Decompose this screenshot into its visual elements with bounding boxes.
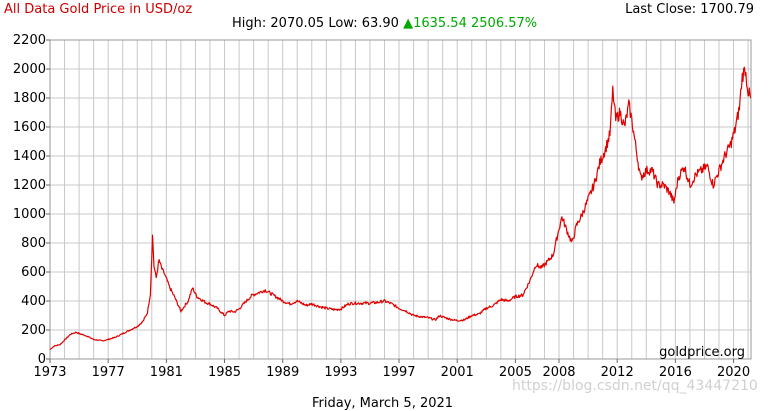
source-label: goldprice.org	[659, 345, 745, 360]
x-tick-label: 1973	[33, 365, 66, 380]
x-tick-label: 1989	[266, 365, 299, 380]
x-tick-label: 2005	[499, 365, 532, 380]
y-tick-label: 400	[21, 294, 46, 309]
last-close: Last Close: 1700.79	[625, 2, 754, 18]
y-axis: 0 200 400 600 800 1000 1200 1400 1600 1800 2000 220…	[13, 33, 50, 367]
y-tick-label: 1600	[13, 120, 46, 135]
x-tick-label: 1993	[324, 365, 357, 380]
x-tick-label: 2001	[441, 365, 474, 380]
y-tick-label: 600	[21, 265, 46, 280]
series	[49, 66, 752, 351]
x-tick-label: 2016	[659, 365, 692, 380]
y-tick-label: 1000	[13, 207, 46, 222]
up-arrow-icon: ▲	[403, 16, 414, 31]
x-tick-label: 2012	[601, 365, 634, 380]
last-close-value: 1700.79	[700, 2, 754, 17]
y-tick-label: 2200	[13, 33, 46, 48]
x-tick-label: 2008	[542, 365, 575, 380]
y-tick-label: 800	[21, 236, 46, 251]
plot-frame	[49, 39, 752, 360]
x-tick-label: 1981	[150, 365, 183, 380]
change-value: 1635.54	[413, 16, 467, 31]
change-percent: 2506.57%	[471, 16, 538, 31]
y-tick-label: 0	[38, 352, 46, 367]
x-tick-label: 2020	[717, 365, 750, 380]
chart-title: All Data Gold Price in USD/oz	[4, 2, 193, 17]
grid	[49, 39, 752, 360]
x-axis: 1973 1977 1981 1985 1989 1993 1997 2001 2005 2008…	[33, 359, 750, 380]
high-value: 2070.05	[270, 16, 325, 31]
x-tick-label: 1977	[92, 365, 125, 380]
y-tick-label: 1800	[13, 91, 46, 106]
watermark: https://blog.csdn.net/qq_43447210	[512, 378, 758, 394]
y-tick-label: 1200	[13, 178, 46, 193]
x-tick-label: 1997	[382, 365, 415, 380]
low-label: Low:	[328, 16, 358, 31]
chart-date: Friday, March 5, 2021	[312, 396, 454, 411]
y-tick-label: 2000	[13, 62, 46, 77]
y-tick-label: 200	[21, 323, 46, 338]
last-close-label: Last Close:	[625, 2, 697, 17]
price-line	[49, 66, 752, 351]
price-stats: High: 2070.05 Low: 63.90 ▲1635.54 2506.5…	[232, 16, 537, 32]
x-tick-label: 1985	[208, 365, 241, 380]
low-value: 63.90	[361, 16, 399, 31]
high-label: High:	[232, 16, 267, 31]
y-tick-label: 1400	[13, 149, 46, 164]
